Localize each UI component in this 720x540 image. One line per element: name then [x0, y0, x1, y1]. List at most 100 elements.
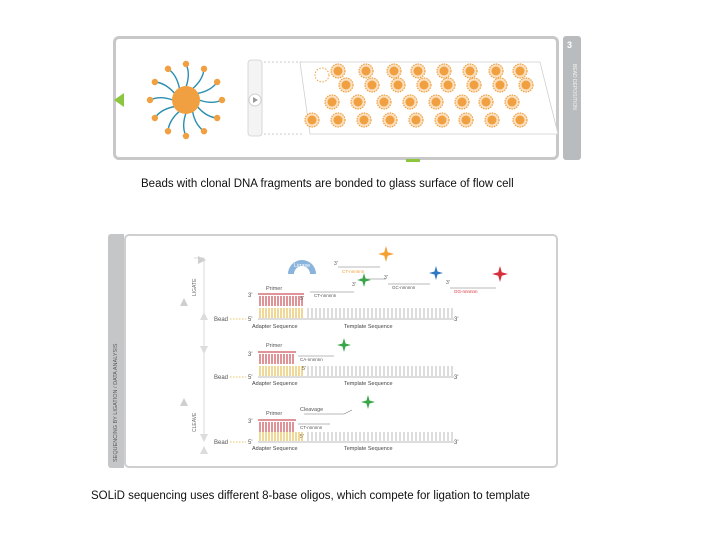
bead-with-dna-strands [149, 63, 223, 137]
oligo-label-orange: CT-nnnnnn [342, 269, 365, 274]
svg-text:3': 3' [248, 419, 252, 425]
bead [376, 94, 392, 110]
dna-strand [192, 68, 205, 90]
strand-tip [182, 132, 190, 140]
bead [324, 94, 340, 110]
strand-tip [151, 78, 159, 86]
svg-text:5': 5' [248, 317, 252, 323]
bead [512, 63, 528, 79]
svg-text:5': 5' [248, 440, 252, 446]
flow-cell-illustration [114, 59, 559, 162]
dna-strand [154, 81, 176, 94]
bead [434, 112, 450, 128]
dna-strand [196, 106, 218, 119]
bead [330, 112, 346, 128]
empty-bead [314, 67, 330, 83]
bead-label: Bead [214, 317, 228, 323]
bead [484, 112, 500, 128]
bead-label: Bead [214, 375, 228, 381]
strand-tip [218, 96, 226, 104]
primer-label: Primer [266, 286, 282, 292]
play-icon [253, 97, 258, 103]
dna-strand [167, 68, 181, 89]
orange-star-icon [378, 246, 394, 262]
green-star-icon [361, 395, 375, 409]
bead [458, 112, 474, 128]
bead [382, 112, 398, 128]
adapter-label: Adapter Sequence [252, 381, 298, 387]
svg-text:5': 5' [300, 296, 304, 302]
sequencing-panel [124, 234, 558, 468]
oligo-label-row3: CT-nnnnnn [300, 425, 323, 430]
bottom-caption: SOLiD sequencing uses different 8-base o… [91, 490, 530, 502]
strand-tip [164, 127, 172, 135]
bead [350, 94, 366, 110]
svg-text:3': 3' [454, 375, 458, 381]
strand-tip [213, 78, 221, 86]
svg-text:5': 5' [302, 366, 306, 372]
svg-text:5': 5' [248, 375, 252, 381]
oligo-label-row2: CA-nnnnnn [300, 357, 323, 362]
sequencing-side-bar [108, 234, 124, 468]
bead [408, 112, 424, 128]
up-arrow-icon [180, 398, 188, 406]
bead [488, 63, 504, 79]
ligase-label: Ligase [294, 263, 310, 269]
step-ligate-label: LIGATE [192, 278, 198, 296]
bead [402, 94, 418, 110]
dna-strand [185, 63, 190, 88]
tab-number: 3 [567, 40, 573, 50]
cleavage-label: Cleavage [300, 407, 323, 413]
bead [478, 94, 494, 110]
bead [338, 77, 354, 93]
adapter-label: Adapter Sequence [252, 324, 298, 330]
adapter-label: Adapter Sequence [252, 446, 298, 452]
ligation-diagram: LIGATE CLEAVE Ligase 3' Primer Bead 5' 3… [180, 246, 508, 454]
red-star-icon [492, 266, 508, 282]
down-arrow-icon [200, 346, 208, 354]
bead [454, 94, 470, 110]
svg-text:3': 3' [454, 440, 458, 446]
oligo-label-red: GG-nnnnnn [454, 289, 478, 294]
strand-tip [182, 60, 190, 68]
blue-star-icon [429, 266, 443, 280]
svg-text:3': 3' [248, 352, 252, 358]
bead [436, 63, 452, 79]
down-arrow-icon [200, 434, 208, 442]
dna-strand [198, 99, 223, 104]
bead [428, 94, 444, 110]
dna-strand [167, 110, 180, 132]
bead [358, 63, 374, 79]
green-star-icon [357, 273, 371, 287]
ligase-icon [288, 260, 316, 274]
bead-deposition-tab [563, 36, 581, 160]
strand-tip [146, 96, 154, 104]
strand-tip [164, 65, 172, 73]
bead [386, 63, 402, 79]
primer-label: Primer [266, 343, 282, 349]
strand-tip [200, 127, 208, 135]
bead [492, 77, 508, 93]
step-cleave-label: CLEAVE [192, 412, 198, 432]
bead [390, 77, 406, 93]
ligation-row-1: Ligase 3' Primer Bead 5' 3' Adapter Sequ… [214, 260, 496, 330]
bottom-marker [406, 159, 420, 162]
bead [504, 94, 520, 110]
svg-text:3': 3' [248, 293, 252, 299]
dna-strand [154, 105, 175, 119]
template-label: Template Sequence [344, 381, 393, 387]
green-star-icon [337, 338, 351, 352]
ligation-row-3: Primer Cleavage 3' CT-nnnnnn 5' Bead 5' … [214, 407, 458, 452]
sequencing-side-label: SEQUENCING BY LIGATION / DATA ANALYSIS [113, 343, 119, 462]
bead [440, 77, 456, 93]
bead [462, 63, 478, 79]
bead [364, 77, 380, 93]
primer-label: Primer [266, 411, 282, 417]
svg-text:3': 3' [454, 317, 458, 323]
up-arrow-icon [180, 298, 188, 306]
oligo-label-blue: GC-nnnnnn [392, 285, 416, 290]
tab-label: BEAD DEPOSITION [571, 64, 577, 110]
template-label: Template Sequence [344, 446, 393, 452]
svg-text:3': 3' [352, 282, 356, 288]
svg-text:3': 3' [446, 280, 450, 286]
